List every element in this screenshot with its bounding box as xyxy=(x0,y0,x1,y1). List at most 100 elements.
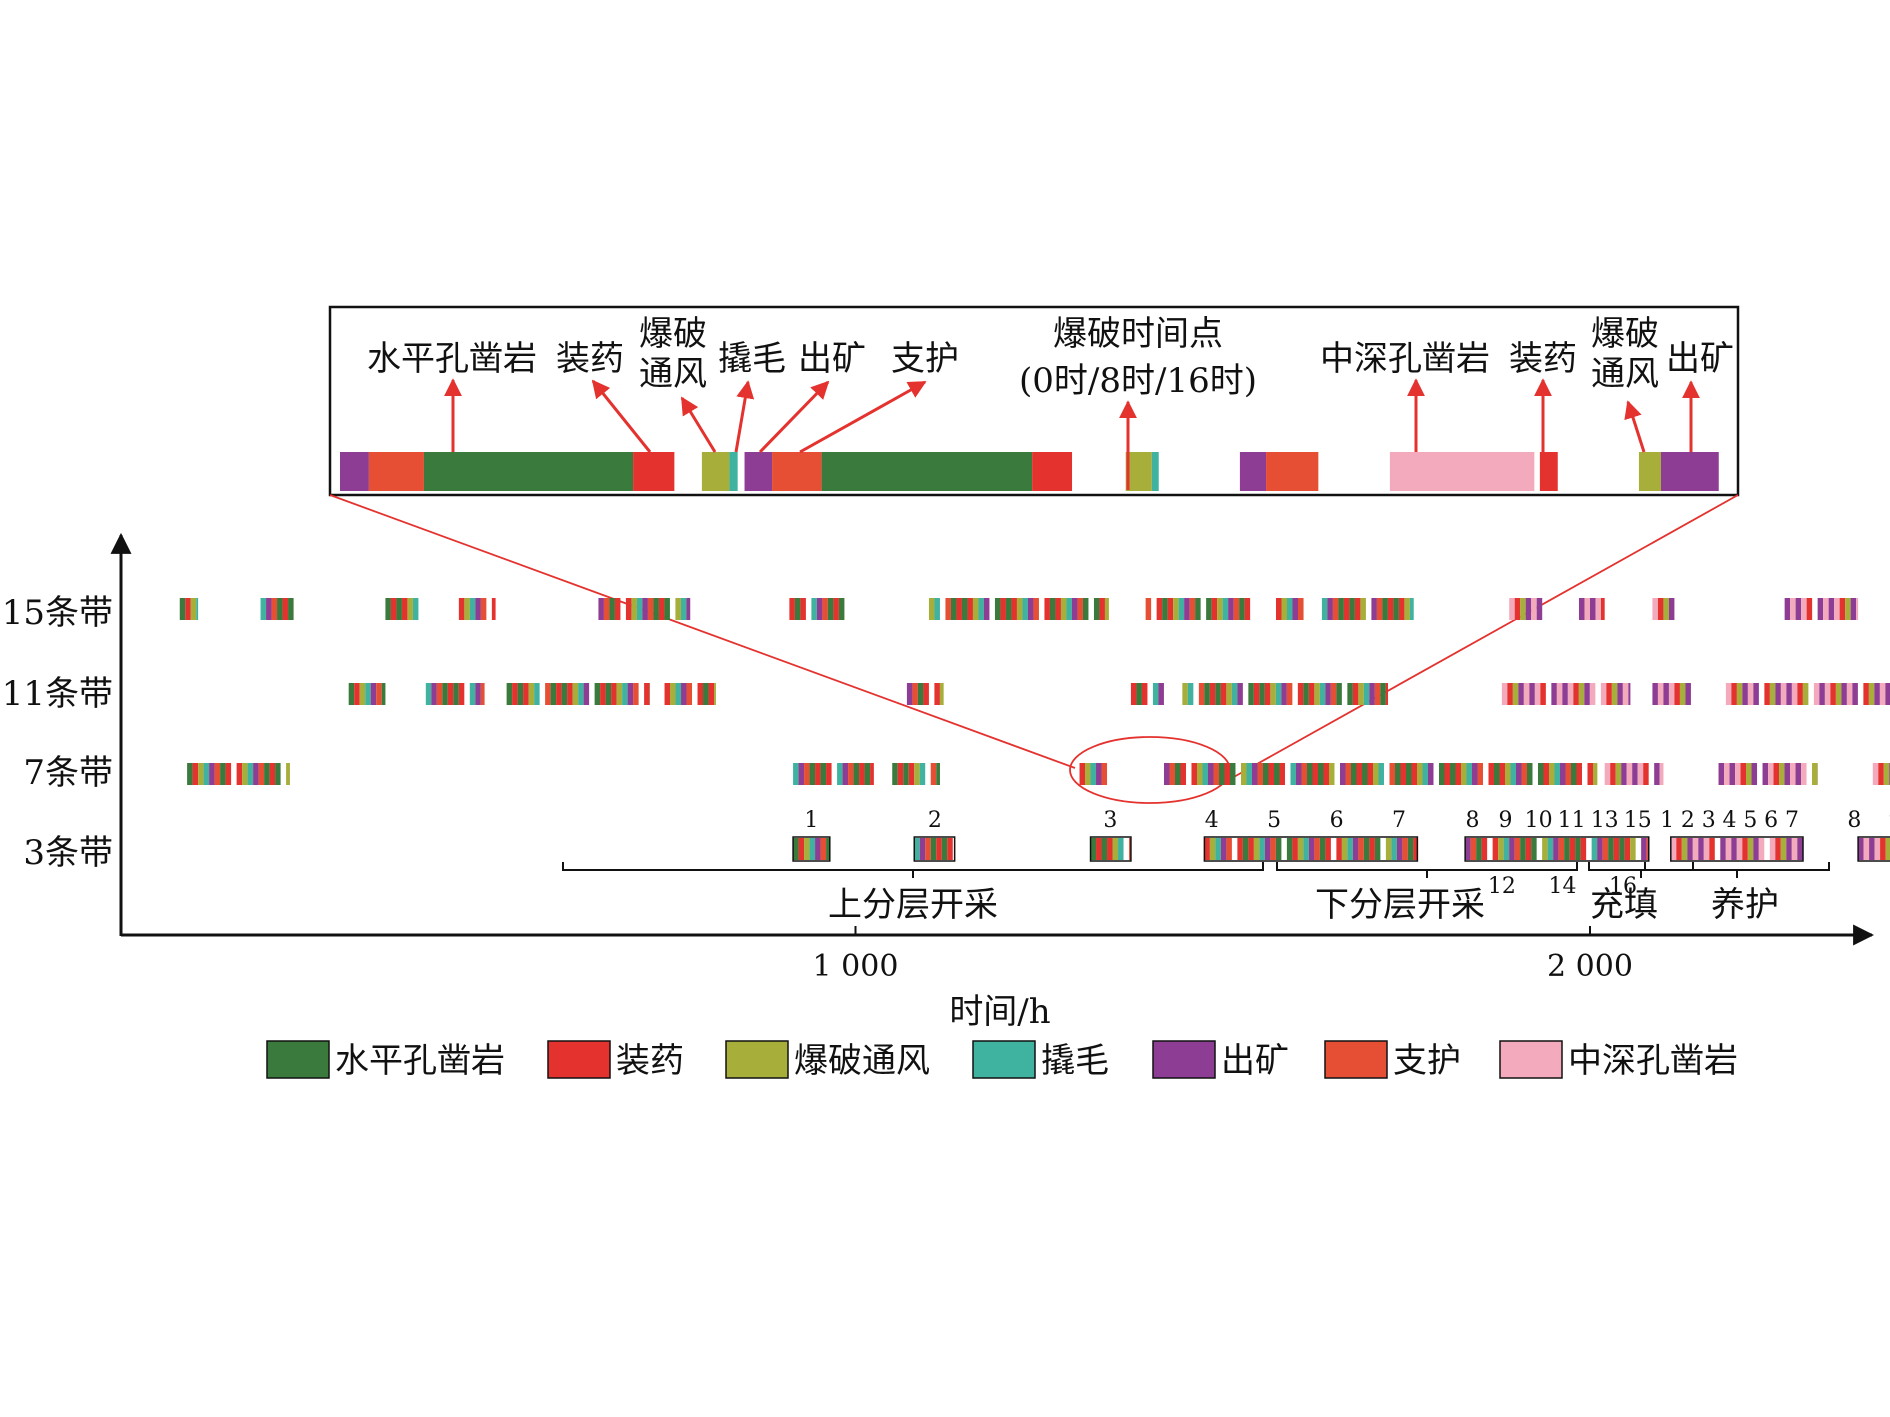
axes xyxy=(110,532,1875,946)
bar-2-lower-0-6 xyxy=(1637,763,1644,785)
bar-2-upper-4-73 xyxy=(1565,763,1571,785)
bar-1-upper-6-13 xyxy=(1253,683,1260,705)
bar-3-upper-3-21 xyxy=(1319,838,1326,860)
lower-num-a-2: 3 xyxy=(1702,808,1716,833)
bar-0-upper-7-12 xyxy=(1211,598,1218,620)
bar-1-lower-0-21 xyxy=(1617,683,1623,705)
bar-2-lower-1-14 xyxy=(1795,763,1802,785)
bar-3-upper-4-5 xyxy=(1492,838,1499,860)
legend-label-3: 撬毛 xyxy=(1041,1041,1109,1081)
bar-3-upper-3-18 xyxy=(1303,838,1309,860)
inset-label-mucking: 出矿 xyxy=(798,339,866,379)
bar-2-upper-4-18 xyxy=(1262,763,1269,785)
arrow-scale xyxy=(734,380,755,453)
bar-2-upper-4-46 xyxy=(1416,763,1423,785)
bar-3-upper-3-28 xyxy=(1358,838,1364,860)
bar-1-lower-2-28 xyxy=(1879,683,1886,705)
bar-1-lower-2-27 xyxy=(1874,683,1880,705)
bar-1-upper-1-6 xyxy=(458,683,465,705)
bar-2-upper-4-15 xyxy=(1246,763,1252,785)
bar-2-lower-1-11 xyxy=(1779,763,1785,785)
upper-num-a-0: 1 xyxy=(804,808,818,833)
bar-2-upper-4-11 xyxy=(1224,763,1230,785)
bar-3-lower-0-12 xyxy=(1736,838,1743,860)
bar-0-upper-6-1 xyxy=(934,598,940,620)
bar-0-upper-9-7 xyxy=(1360,598,1366,620)
bar-2-upper-0-6 xyxy=(220,763,226,785)
bar-1-lower-2-5 xyxy=(1753,683,1759,705)
bar-3-upper-4-16 xyxy=(1553,838,1559,860)
bar-2-lower-0-2 xyxy=(1615,763,1622,785)
bar-0-upper-2-5 xyxy=(412,598,419,620)
bar-1-upper-6-31 xyxy=(1352,683,1359,705)
bar-3-upper-4-2 xyxy=(1476,838,1482,860)
bar-1-upper-0-6 xyxy=(381,683,386,705)
bar-0-lower-1-3 xyxy=(1595,598,1601,620)
bar-0-upper-9-16 xyxy=(1409,598,1414,620)
bar-0-upper-4-0 xyxy=(598,598,604,620)
bar-1-upper-0-4 xyxy=(370,683,377,705)
bar-3-upper-3-24 xyxy=(1336,838,1342,860)
x-tick-label-0: 1 000 xyxy=(813,949,899,984)
bar-1-upper-3-0 xyxy=(664,683,671,705)
bar-0-upper-5-6 xyxy=(822,598,828,620)
bar-3-upper-0-0 xyxy=(793,838,799,860)
bar-0-upper-6-19 xyxy=(1033,598,1039,620)
bar-0-upper-6-7 xyxy=(967,598,973,620)
bar-1-upper-1-3 xyxy=(442,683,448,705)
bar-0-lower-1-1 xyxy=(1584,598,1590,620)
legend-label-4: 出矿 xyxy=(1221,1041,1289,1081)
bar-0-upper-7-18 xyxy=(1244,598,1251,620)
bar-2-upper-4-33 xyxy=(1345,763,1351,785)
bar-0-upper-9-6 xyxy=(1354,598,1361,620)
bar-2-upper-4-72 xyxy=(1559,763,1566,785)
bar-2-upper-4-35 xyxy=(1356,763,1362,785)
inset-segment-7 xyxy=(772,452,822,491)
row3-block-outline-upper-3 xyxy=(1203,836,1419,862)
upper-num-e-4: 13 xyxy=(1591,808,1619,833)
bar-2-lower-1-12 xyxy=(1784,763,1791,785)
bar-0-lower-0-4 xyxy=(1531,598,1537,620)
upper-num-e-1: 9 xyxy=(1499,808,1513,833)
bar-1-lower-0-18 xyxy=(1600,683,1607,705)
bar-0-upper-6-15 xyxy=(1011,598,1017,620)
bar-2-upper-4-30 xyxy=(1328,763,1335,785)
bar-3-upper-4-9 xyxy=(1514,838,1521,860)
bar-2-lower-2-0 xyxy=(1872,763,1879,785)
inset-label-deep-drill: 中深孔凿岩 xyxy=(1320,339,1490,379)
bar-1-upper-2-23 xyxy=(633,683,639,705)
bar-0-upper-7-14 xyxy=(1222,598,1229,620)
bar-1-upper-6-7 xyxy=(1220,683,1227,705)
bar-3-lower-0-7 xyxy=(1709,838,1715,860)
bar-0-upper-6-0 xyxy=(928,598,935,620)
legend-swatch-5 xyxy=(1324,1040,1388,1079)
bar-2-lower-0-1 xyxy=(1610,763,1616,785)
bar-3-upper-4-24 xyxy=(1597,838,1603,860)
lower-num-a-6: 7 xyxy=(1785,808,1799,833)
upper-num-e-3: 11 xyxy=(1558,808,1586,833)
bar-3-upper-1-1 xyxy=(919,838,926,860)
bar-1-lower-0-5 xyxy=(1529,683,1535,705)
bar-3-upper-3-17 xyxy=(1297,838,1304,860)
bar-1-upper-6-3 xyxy=(1198,683,1205,705)
upper-num-d-1: 5 xyxy=(1267,808,1281,833)
bar-2-upper-4-12 xyxy=(1229,763,1236,785)
bar-2-upper-1-9 xyxy=(842,763,849,785)
bar-2-upper-4-74 xyxy=(1570,763,1577,785)
bar-0-upper-2-0 xyxy=(385,598,391,620)
legend-swatch-3 xyxy=(972,1040,1036,1079)
bar-2-upper-4-64 xyxy=(1515,763,1522,785)
bar-0-upper-2-3 xyxy=(401,598,408,620)
bar-3-upper-1-3 xyxy=(930,838,937,860)
legend-label-2: 爆破通风 xyxy=(794,1041,930,1081)
bar-2-upper-1-8 xyxy=(837,763,843,785)
bar-1-upper-6-35 xyxy=(1374,683,1381,705)
bar-3-lower-0-19 xyxy=(1775,838,1781,860)
bar-2-upper-0-18 xyxy=(286,763,290,785)
bar-3-lower-0-15 xyxy=(1753,838,1759,860)
bar-0-upper-9-1 xyxy=(1327,598,1333,620)
bar-2-upper-1-6 xyxy=(826,763,832,785)
bar-1-upper-2-20 xyxy=(616,683,623,705)
inset-segment-2 xyxy=(423,452,634,491)
bar-2-upper-4-70 xyxy=(1548,763,1555,785)
